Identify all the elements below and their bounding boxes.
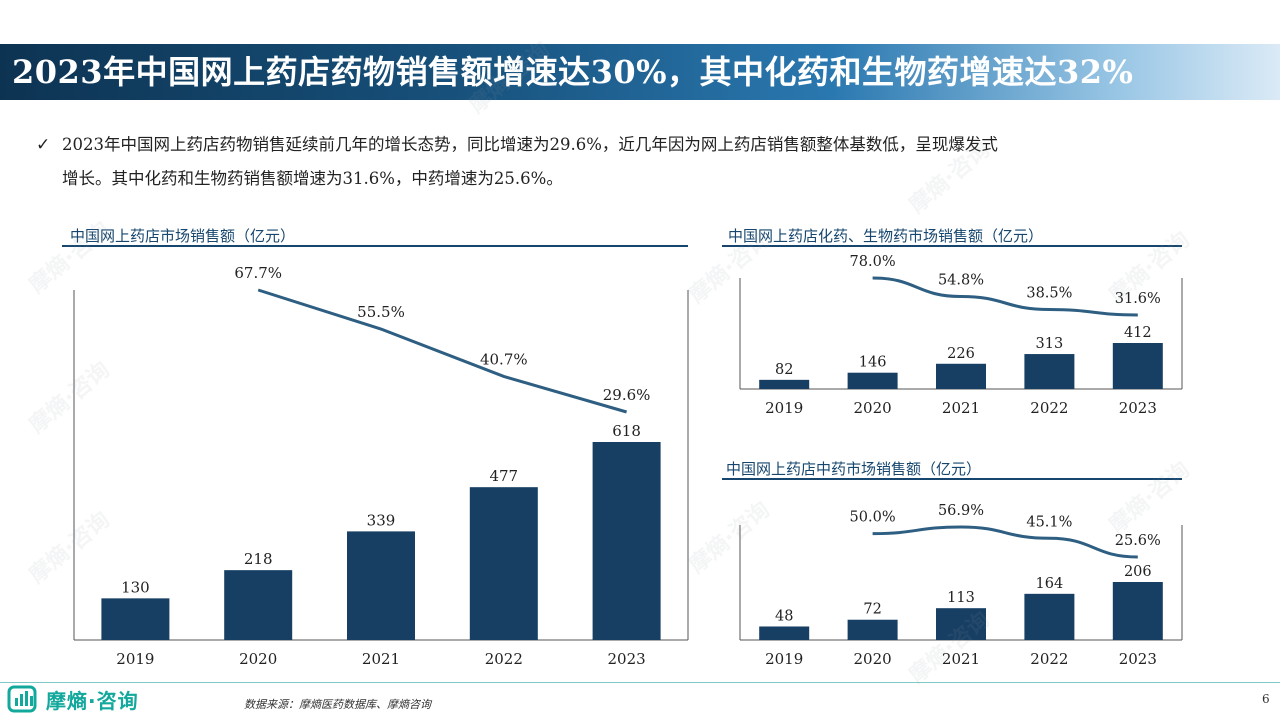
chart-3-bar-2022 — [1024, 593, 1075, 640]
chart-3-growth-label-2023: 25.6% — [1115, 533, 1161, 549]
chart-1-growth-label-2021: 55.5% — [357, 303, 405, 321]
chart-1-bar-label-2019: 130 — [121, 578, 150, 596]
chart-3-tick-2020: 2020 — [854, 650, 892, 668]
chart-2-tick-2019: 2019 — [765, 399, 803, 417]
chart-1-bar-label-2022: 477 — [489, 467, 518, 485]
chart-3-bar-2020 — [847, 619, 898, 640]
chart-2-tick-2023: 2023 — [1119, 399, 1157, 417]
chart-1-bar-label-2023: 618 — [612, 422, 641, 440]
company-logo: 摩熵·咨询 — [7, 682, 139, 716]
chart-3-title-rule — [722, 478, 1182, 480]
chart-3-bar-label-2019: 48 — [775, 608, 793, 624]
chart-2-bar-label-2021: 226 — [947, 346, 975, 362]
chart-3-bar-label-2021: 113 — [947, 590, 975, 606]
chart-1-bar-2022 — [469, 487, 538, 640]
chart-1-growth-label-2023: 29.6% — [603, 386, 651, 404]
chart-3-bar-label-2020: 72 — [863, 602, 881, 618]
chart-2-growth-line — [872, 276, 1138, 317]
chart-2-bar-label-2019: 82 — [775, 362, 793, 378]
logo-text: 摩熵·咨询 — [46, 688, 139, 713]
title-bar: 2023年中国网上药店药物销售额增速达30%，其中化药和生物药增速达32% — [0, 44, 1280, 100]
chart-1-growth-label-2020: 67.7% — [234, 264, 282, 282]
chart-1-tick-2021: 2021 — [362, 650, 400, 668]
chart-2-bar-label-2022: 313 — [1036, 336, 1064, 352]
footer-divider — [0, 682, 1280, 683]
data-source: 数据来源：摩熵医药数据库、摩熵咨询 — [244, 698, 431, 711]
chart-1-bar-2021 — [347, 531, 415, 640]
chart-2-bar-2023 — [1112, 343, 1163, 389]
chart-1-tick-2023: 2023 — [608, 650, 646, 668]
chart-1-title: 中国网上药店市场销售额（亿元） — [70, 227, 296, 245]
chart-3-growth-label-2020: 50.0% — [850, 510, 896, 526]
chart-1-growth-label-2022: 40.7% — [480, 350, 528, 368]
chart-2-title: 中国网上药店化药、生物药市场销售额（亿元） — [728, 227, 1044, 245]
chart-2-tick-2020: 2020 — [854, 399, 892, 417]
chart-2-growth-label-2022: 38.5% — [1026, 285, 1072, 301]
chart-3-bar-2023 — [1112, 582, 1163, 640]
chart-1-growth-line — [257, 288, 628, 414]
chart-1-title-rule — [62, 245, 688, 247]
chart-2-growth-label-2020: 78.0% — [850, 254, 896, 270]
chart-3-growth-label-2021: 56.9% — [938, 503, 984, 519]
bullet-line-2: 增长。其中化药和生物药销售额增速为31.6%，中药增速为25.6%。 — [62, 169, 563, 188]
chart-2-tick-2022: 2022 — [1030, 399, 1068, 417]
chart-2-bar-label-2023: 412 — [1124, 325, 1152, 341]
chart-3-tick-2022: 2022 — [1030, 650, 1068, 668]
page-title: 2023年中国网上药店药物销售额增速达30%，其中化药和生物药增速达32% — [12, 53, 1134, 91]
chart-3-tick-2019: 2019 — [765, 650, 803, 668]
chart-2-bar-label-2020: 146 — [859, 355, 887, 371]
chart-3-growth-label-2022: 45.1% — [1026, 514, 1072, 530]
chart-1-tick-2022: 2022 — [485, 650, 523, 668]
chart-1-bar-2020 — [224, 570, 293, 640]
chart-2-bar-2022 — [1024, 354, 1075, 389]
chart-3-bar-2021 — [936, 608, 986, 640]
checkmark-icon: ✓ — [36, 135, 51, 155]
chart-1-tick-2019: 2019 — [116, 650, 154, 668]
chart-2-tick-2021: 2021 — [942, 399, 980, 417]
page-number: 6 — [1262, 692, 1270, 706]
chart-2-bar-2020 — [847, 372, 898, 389]
chart-3-tick-2021: 2021 — [942, 650, 980, 668]
summary-bullet: ✓ 2023年中国网上药店药物销售延续前几年的增长态势，同比增速为29.6%，近… — [36, 128, 1256, 196]
chart-1-bar-2019 — [101, 598, 170, 640]
chart-1-tick-2020: 2020 — [239, 650, 277, 668]
chart-3-growth-line — [872, 525, 1138, 559]
chart-1-bar-label-2020: 218 — [244, 550, 273, 568]
chart-3-bar-label-2022: 164 — [1036, 576, 1064, 592]
chart-3-bar-label-2023: 206 — [1124, 564, 1152, 580]
chart-1-bar-label-2021: 339 — [367, 511, 396, 529]
chart-3-tick-2023: 2023 — [1119, 650, 1157, 668]
chart-2-growth-label-2023: 31.6% — [1115, 291, 1161, 307]
chart-1-bar-2023 — [592, 442, 661, 640]
chart-2-bar-2021 — [936, 363, 986, 389]
chart-2-title-rule — [722, 245, 1182, 247]
chart-2-bar-2019 — [759, 379, 810, 389]
chart-2-growth-label-2021: 54.8% — [938, 273, 984, 289]
bullet-line-1: 2023年中国网上药店药物销售延续前几年的增长态势，同比增速为29.6%，近几年… — [62, 135, 998, 154]
chart-3-bar-2019 — [759, 626, 810, 640]
chart-3-title: 中国网上药店中药市场销售额（亿元） — [726, 460, 982, 478]
logo-icon — [7, 685, 37, 713]
